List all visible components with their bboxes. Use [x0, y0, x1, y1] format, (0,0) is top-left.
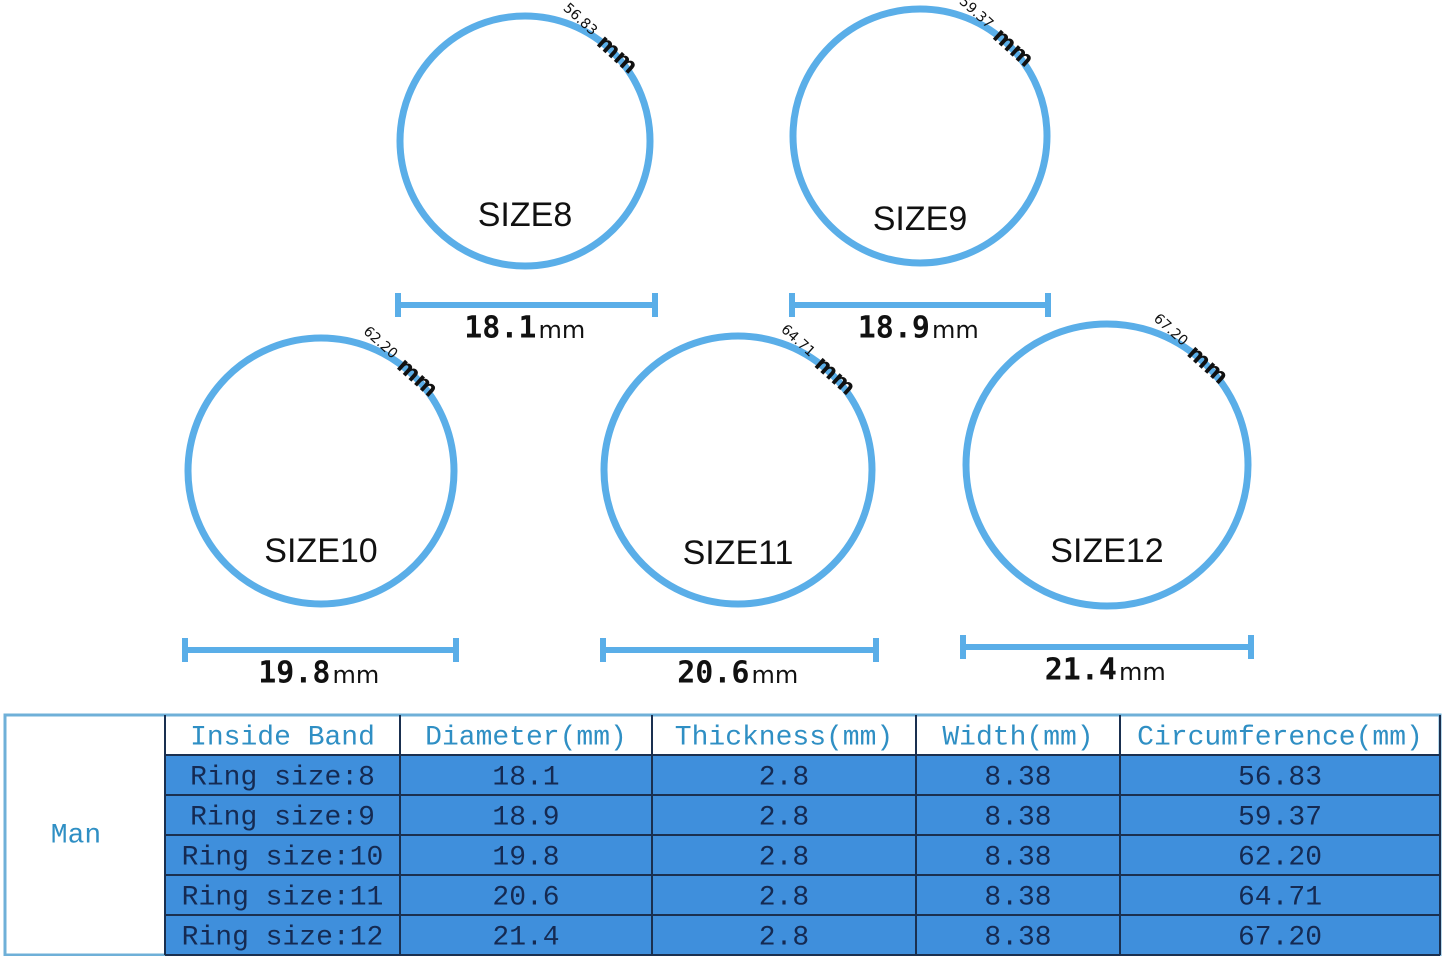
diameter-value: 20.6	[677, 656, 749, 691]
header-cell: Inside Band	[190, 722, 375, 753]
diameter-value: 19.8	[258, 656, 330, 691]
diameter-value: 18.1	[464, 311, 536, 346]
diameter-unit: mm	[539, 316, 586, 344]
table-cell: 8.38	[984, 922, 1051, 953]
table-cell: 19.8	[492, 842, 559, 873]
ring	[962, 320, 1252, 610]
ring	[396, 12, 654, 270]
diameter-unit: mm	[752, 661, 799, 689]
table-cell: 2.8	[759, 922, 809, 953]
table-cell: 56.83	[1238, 762, 1322, 793]
ring	[600, 332, 876, 608]
group-label: Man	[51, 820, 101, 851]
table-cell: 21.4	[492, 922, 559, 953]
table-cell: 8.38	[984, 842, 1051, 873]
table-cell: 2.8	[759, 882, 809, 913]
table-body	[165, 755, 1440, 955]
header-cell: Width(mm)	[942, 722, 1093, 753]
size-label: SIZE10	[264, 532, 377, 570]
size-label: SIZE8	[478, 196, 572, 234]
table-cell: 8.38	[984, 802, 1051, 833]
ring	[184, 334, 458, 608]
table-cell: Ring size:10	[182, 842, 384, 873]
header-cell: Diameter(mm)	[425, 722, 627, 753]
diameter-unit: mm	[333, 661, 380, 689]
table-cell: 2.8	[759, 802, 809, 833]
table-cell: 8.38	[984, 762, 1051, 793]
table-cell: Ring size:9	[190, 802, 375, 833]
table-cell: 2.8	[759, 842, 809, 873]
table-cell: 59.37	[1238, 802, 1322, 833]
header-cell: Thickness(mm)	[675, 722, 893, 753]
table-cell: 20.6	[492, 882, 559, 913]
ring	[789, 5, 1051, 267]
diameter-unit: mm	[932, 316, 979, 344]
size-label: SIZE11	[683, 534, 794, 572]
table-cell: 18.1	[492, 762, 559, 793]
table-cell: 62.20	[1238, 842, 1322, 873]
table-cell: Ring size:11	[182, 882, 384, 913]
size-label: SIZE9	[873, 200, 967, 238]
table-cell: 18.9	[492, 802, 559, 833]
table-cell: Ring size:12	[182, 922, 384, 953]
size-label: SIZE12	[1050, 532, 1163, 570]
diameter-unit: mm	[1119, 658, 1166, 686]
diameter-value: 18.9	[858, 311, 930, 346]
table-cell: 67.20	[1238, 922, 1322, 953]
table-cell: 2.8	[759, 762, 809, 793]
header-cell: Circumference(mm)	[1137, 722, 1423, 753]
table-cell: Ring size:8	[190, 762, 375, 793]
table-cell: 8.38	[984, 882, 1051, 913]
table-cell: 64.71	[1238, 882, 1322, 913]
diameter-value: 21.4	[1045, 653, 1117, 688]
